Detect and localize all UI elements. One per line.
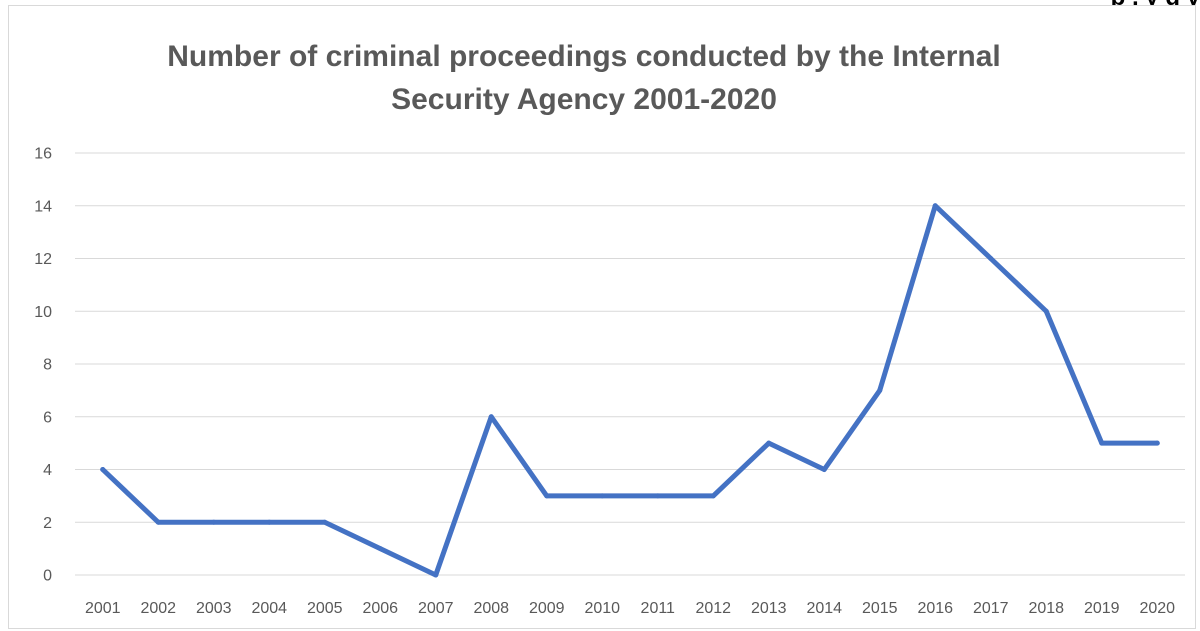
chart-area bbox=[8, 5, 1196, 629]
x-axis: 2001 2002 2003 2004 2005 2006 2007 2008 2009 2010… bbox=[85, 600, 1175, 617]
x-tick-label: 2016 bbox=[917, 600, 953, 617]
series-line bbox=[100, 203, 1160, 578]
x-tick-label: 2002 bbox=[140, 600, 176, 617]
gridlines bbox=[75, 152, 1185, 576]
y-tick-label: 6 bbox=[43, 409, 52, 426]
x-tick-label: 2020 bbox=[1139, 600, 1175, 617]
data-point bbox=[266, 519, 272, 525]
chart-title: Number of criminal proceedings conducted… bbox=[167, 40, 1000, 116]
chart-title-line: Number of criminal proceedings conducted… bbox=[167, 40, 1000, 73]
data-point bbox=[599, 493, 605, 499]
data-point bbox=[322, 519, 328, 525]
x-tick-label: 2001 bbox=[85, 600, 121, 617]
y-tick-label: 16 bbox=[34, 146, 52, 163]
x-tick-label: 2015 bbox=[862, 600, 898, 617]
x-tick-label: 2008 bbox=[473, 600, 509, 617]
x-tick-label: 2010 bbox=[584, 600, 620, 617]
data-point bbox=[488, 414, 494, 420]
data-point bbox=[1099, 440, 1105, 446]
y-tick-label: 2 bbox=[43, 515, 52, 532]
data-point bbox=[821, 467, 827, 472]
data-point bbox=[932, 203, 938, 209]
data-point bbox=[655, 493, 661, 499]
data-point bbox=[988, 256, 994, 261]
x-tick-label: 2006 bbox=[362, 600, 398, 617]
data-point bbox=[766, 440, 772, 446]
x-tick-label: 2003 bbox=[196, 600, 232, 617]
x-tick-label: 2019 bbox=[1084, 600, 1120, 617]
x-tick-label: 2011 bbox=[641, 600, 676, 617]
data-point bbox=[877, 387, 883, 393]
y-tick-label: 14 bbox=[34, 198, 52, 215]
x-tick-label: 2018 bbox=[1028, 600, 1064, 617]
x-tick-label: 2005 bbox=[307, 600, 343, 617]
y-tick-label: 8 bbox=[43, 357, 52, 374]
x-tick-label: 2014 bbox=[806, 600, 842, 617]
data-point bbox=[100, 467, 106, 472]
data-point bbox=[155, 519, 161, 525]
x-tick-label: 2017 bbox=[973, 600, 1009, 617]
chart-title-line: Security Agency 2001-2020 bbox=[391, 83, 777, 116]
series bbox=[100, 203, 1160, 578]
x-tick-label: 2012 bbox=[695, 600, 731, 617]
y-tick-label: 0 bbox=[43, 568, 52, 585]
x-tick-label: 2007 bbox=[418, 600, 454, 617]
y-tick-label: 10 bbox=[34, 304, 52, 321]
x-tick-label: 2004 bbox=[251, 600, 287, 617]
x-tick-label: 2009 bbox=[529, 600, 565, 617]
data-point bbox=[377, 546, 383, 552]
data-point bbox=[1043, 308, 1049, 314]
x-tick-label: 2013 bbox=[751, 600, 787, 617]
y-tick-label: 4 bbox=[43, 462, 52, 479]
data-point bbox=[544, 493, 550, 499]
data-point bbox=[211, 519, 217, 525]
y-tick-label: 12 bbox=[34, 251, 52, 268]
data-point bbox=[433, 572, 439, 578]
data-point bbox=[710, 493, 716, 499]
y-axis: 0 2 4 6 8 10 12 14 16 bbox=[34, 146, 52, 585]
data-point bbox=[1154, 440, 1160, 446]
